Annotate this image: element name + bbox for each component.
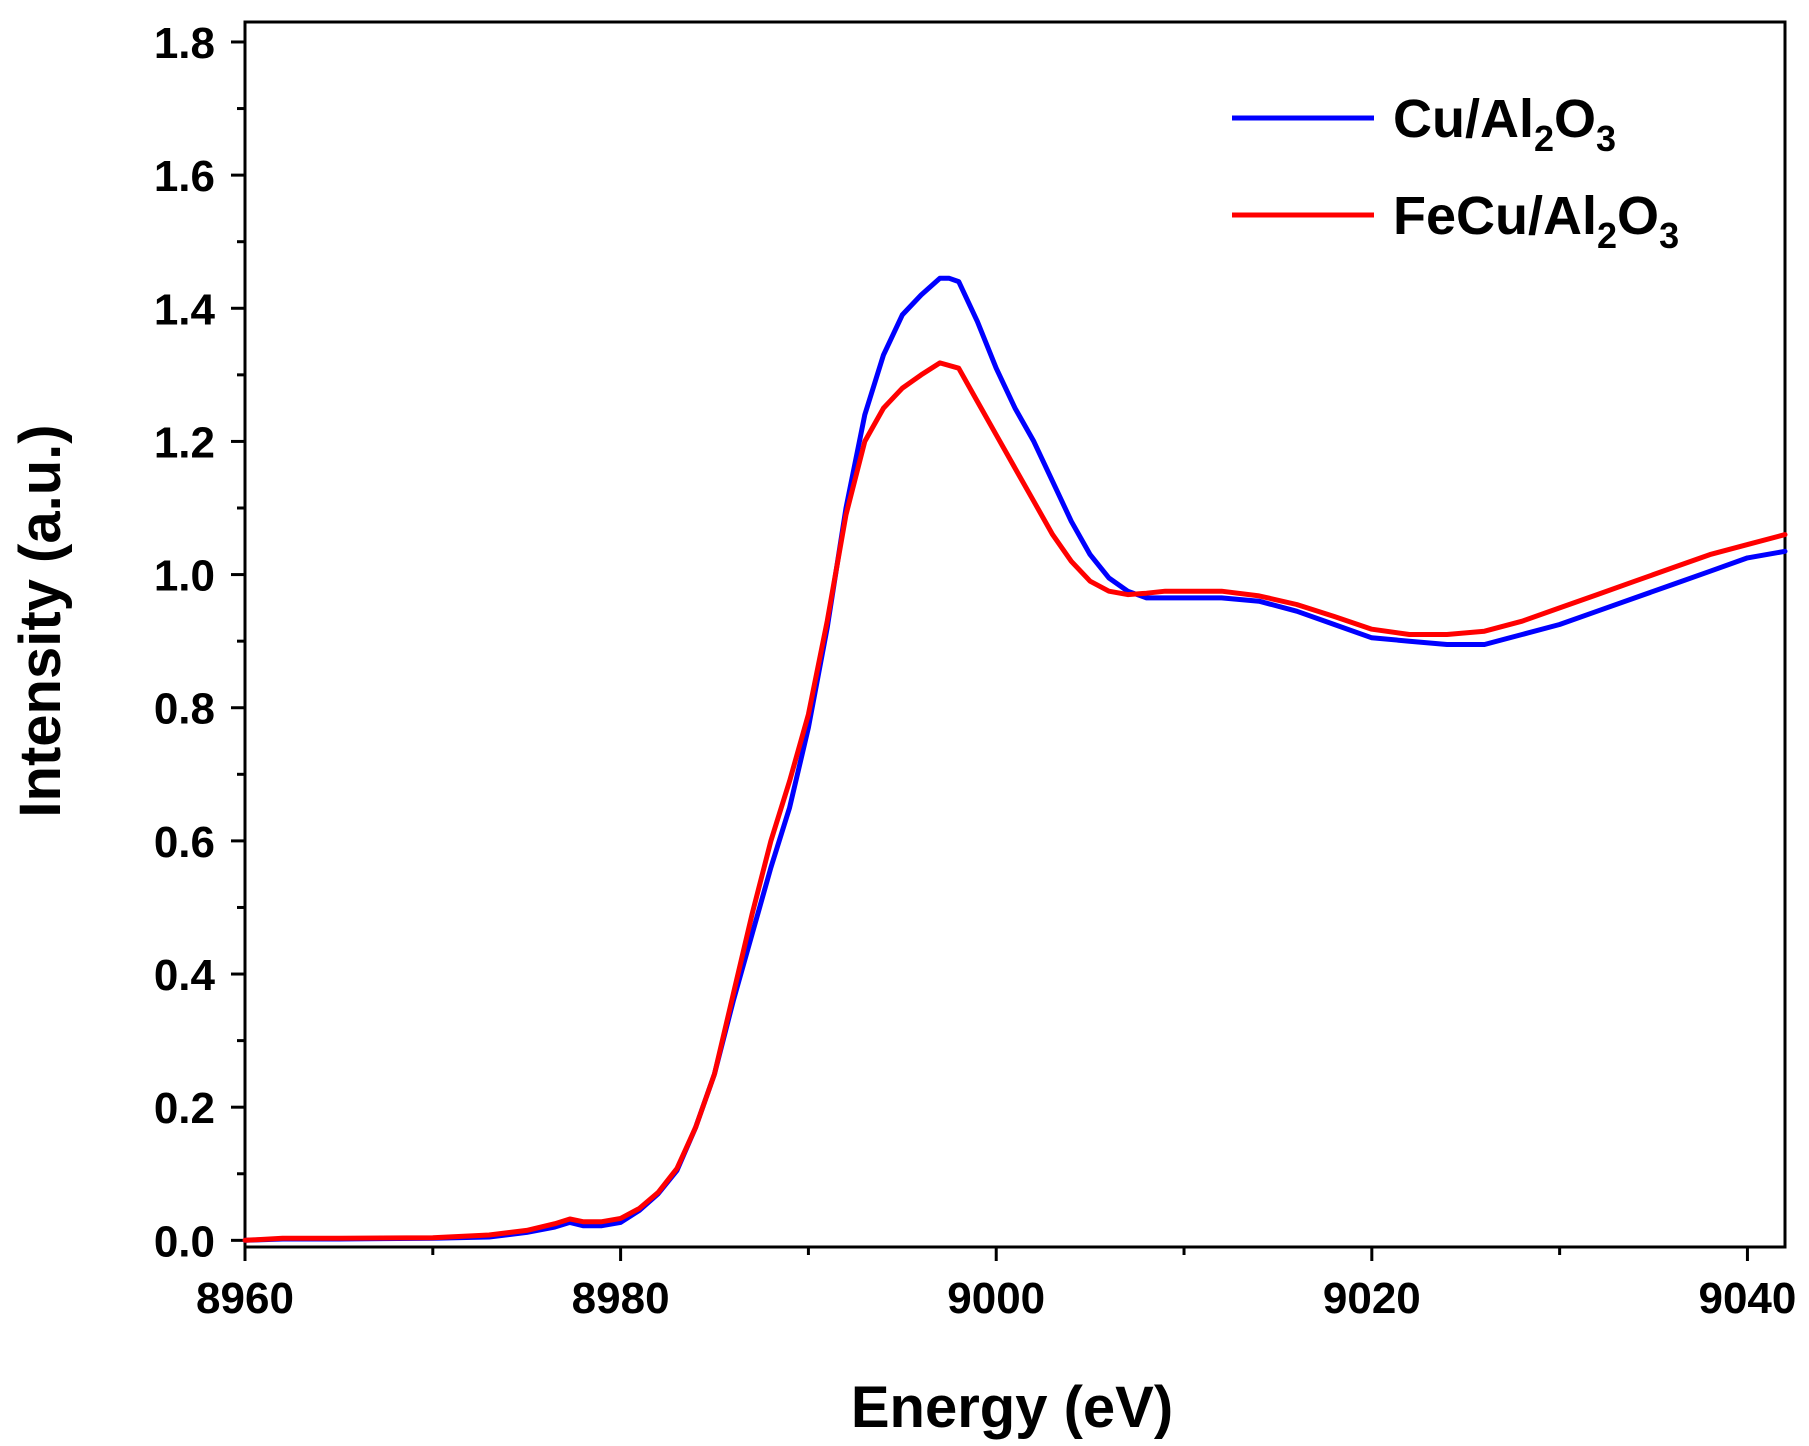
x-tick-label: 9020: [1323, 1274, 1421, 1323]
plot-frame: [243, 20, 1787, 1249]
y-tick-label: 0.4: [154, 951, 216, 1000]
x-tick-label: 9000: [947, 1274, 1045, 1323]
y-tick-label: 0.8: [154, 685, 215, 734]
legend-label-1: FeCu/Al2O3: [1393, 186, 1679, 256]
y-axis-title: Intensity (a.u.): [8, 424, 73, 817]
legend-label-0: Cu/Al2O3: [1393, 89, 1616, 159]
y-tick-label: 1.6: [154, 152, 215, 201]
x-tick-label: 8960: [196, 1274, 294, 1323]
y-tick-label: 1.2: [154, 418, 215, 467]
y-tick-label: 0.0: [154, 1217, 215, 1266]
x-axis-title: Energy (eV): [851, 1375, 1173, 1440]
x-tick-label: 9040: [1698, 1274, 1796, 1323]
series-line-fecu-al2o3: [242, 360, 1788, 1243]
series-line-cu-al2o3: [242, 275, 1788, 1243]
y-tick-label: 1.8: [154, 19, 215, 68]
x-tick-label: 8980: [572, 1274, 670, 1323]
y-tick-label: 0.6: [154, 818, 215, 867]
legend: Cu/Al2O3 FeCu/Al2O3: [1232, 89, 1679, 256]
y-tick-label: 0.2: [154, 1084, 215, 1133]
y-tick-label: 1.4: [154, 285, 216, 334]
y-tick-label: 1.0: [154, 552, 215, 601]
